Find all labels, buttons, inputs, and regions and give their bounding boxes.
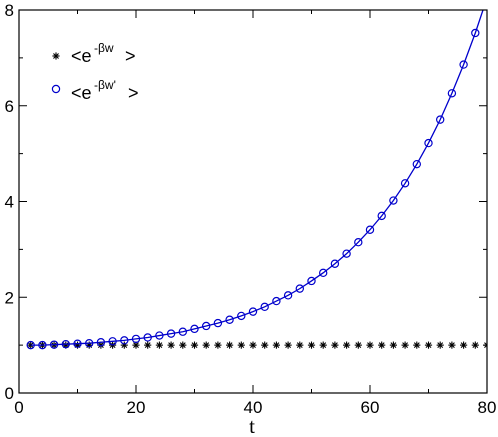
- data-point-asterisk: [226, 341, 234, 349]
- data-point-asterisk: [155, 341, 163, 349]
- data-point-asterisk: [214, 341, 222, 349]
- axis-layer: 0 20 40 60 80 0 2 4 6 8: [5, 1, 497, 417]
- data-point-circle: [424, 138, 433, 148]
- data-point-asterisk: [296, 341, 304, 349]
- data-point-circle: [84, 339, 94, 348]
- series-layer: [26, 10, 487, 350]
- data-point-asterisk: [471, 341, 479, 349]
- data-point-circle: [447, 89, 457, 98]
- data-point-circle: [201, 321, 211, 331]
- data-point-asterisk: [249, 341, 257, 349]
- data-point-asterisk: [190, 341, 199, 349]
- data-point-circle: [155, 331, 164, 340]
- data-point-circle: [26, 340, 35, 350]
- x-tick-label: 20: [127, 398, 146, 417]
- legend-asterisk-icon: [52, 52, 60, 60]
- data-point-circle: [120, 336, 129, 345]
- data-point-circle: [178, 327, 187, 336]
- data-point-asterisk: [378, 341, 386, 349]
- data-point-circle: [108, 337, 117, 346]
- legend-label-main: <e: [71, 46, 92, 66]
- data-point-circle: [96, 338, 106, 347]
- data-point-asterisk: [424, 341, 433, 349]
- data-point-circle: [260, 302, 269, 312]
- data-point-circle: [330, 259, 340, 268]
- x-axis-label: t: [249, 414, 255, 437]
- data-point-asterisk: [284, 341, 292, 349]
- legend-label-main: <e: [71, 83, 92, 103]
- legend-marker-circle: [51, 84, 61, 94]
- data-point-circle: [190, 324, 199, 334]
- data-point-circle: [342, 249, 351, 258]
- legend-item-circle: <e -βw' >: [51, 78, 139, 103]
- x-tick-label: 80: [478, 398, 497, 417]
- data-point-asterisk: [202, 341, 210, 349]
- data-point-circle: [272, 296, 281, 306]
- data-point-circle: [365, 225, 375, 234]
- x-tick-label: 40: [244, 398, 263, 417]
- data-point-circle: [307, 276, 316, 286]
- legend-marker-asterisk: [52, 52, 60, 60]
- legend-item-asterisk: <e -βw >: [52, 41, 136, 66]
- data-point-circle: [354, 237, 363, 247]
- data-point-circle: [400, 179, 410, 188]
- data-point-circle: [49, 340, 59, 349]
- data-point-asterisk: [354, 341, 362, 349]
- x-tick-label: 0: [14, 398, 23, 417]
- data-point-circle: [73, 339, 82, 348]
- legend: <e -βw > <e -βw' >: [51, 41, 139, 103]
- legend-label-sup: -βw: [94, 41, 114, 55]
- data-point-asterisk: [144, 341, 152, 349]
- data-point-asterisk: [366, 341, 374, 349]
- data-point-asterisk: [319, 341, 327, 349]
- data-point-circle: [389, 196, 398, 205]
- y-tick-label: 0: [5, 384, 14, 403]
- data-point-asterisk: [167, 341, 175, 349]
- data-point-circle: [295, 284, 304, 293]
- data-point-asterisk: [401, 341, 409, 349]
- legend-label-tail: >: [128, 83, 139, 103]
- data-point-asterisk: [237, 341, 245, 349]
- data-point-asterisk: [389, 341, 397, 349]
- data-point-circle: [166, 329, 176, 338]
- data-point-circle: [131, 334, 141, 344]
- data-point-circle: [283, 291, 293, 300]
- data-point-circle: [213, 318, 223, 328]
- legend-label-tail: >: [125, 46, 136, 66]
- data-point-circle: [248, 307, 258, 316]
- legend-label-sup: -βw': [94, 78, 116, 92]
- data-point-circle: [61, 339, 71, 349]
- data-point-asterisk: [307, 341, 316, 349]
- x-tick-label: 60: [361, 398, 380, 417]
- legend-circle-icon: [51, 84, 61, 94]
- y-tick-label: 2: [5, 288, 14, 307]
- data-point-circle: [459, 60, 468, 69]
- data-point-asterisk: [343, 341, 351, 349]
- series-line-1: [30, 10, 484, 346]
- data-point-circle: [319, 268, 328, 278]
- data-point-asterisk: [436, 341, 444, 349]
- data-point-asterisk: [448, 341, 456, 349]
- data-point-circle: [38, 340, 47, 350]
- data-point-circle: [237, 311, 246, 321]
- y-tick-label: 4: [5, 193, 14, 212]
- y-tick-label: 8: [5, 1, 14, 20]
- data-point-circle: [471, 28, 480, 38]
- plot-area: [26, 10, 487, 350]
- data-point-circle: [412, 159, 421, 169]
- data-point-circle: [143, 333, 152, 342]
- data-point-circle: [436, 115, 445, 124]
- data-point-asterisk: [261, 341, 269, 349]
- data-point-asterisk: [413, 341, 421, 349]
- data-point-asterisk: [272, 341, 280, 349]
- data-point-circle: [225, 315, 234, 324]
- data-point-asterisk: [331, 341, 339, 349]
- y-tick-label: 6: [5, 97, 14, 116]
- data-point-circle: [377, 211, 386, 221]
- data-point-asterisk: [179, 341, 187, 349]
- data-point-asterisk: [460, 341, 468, 349]
